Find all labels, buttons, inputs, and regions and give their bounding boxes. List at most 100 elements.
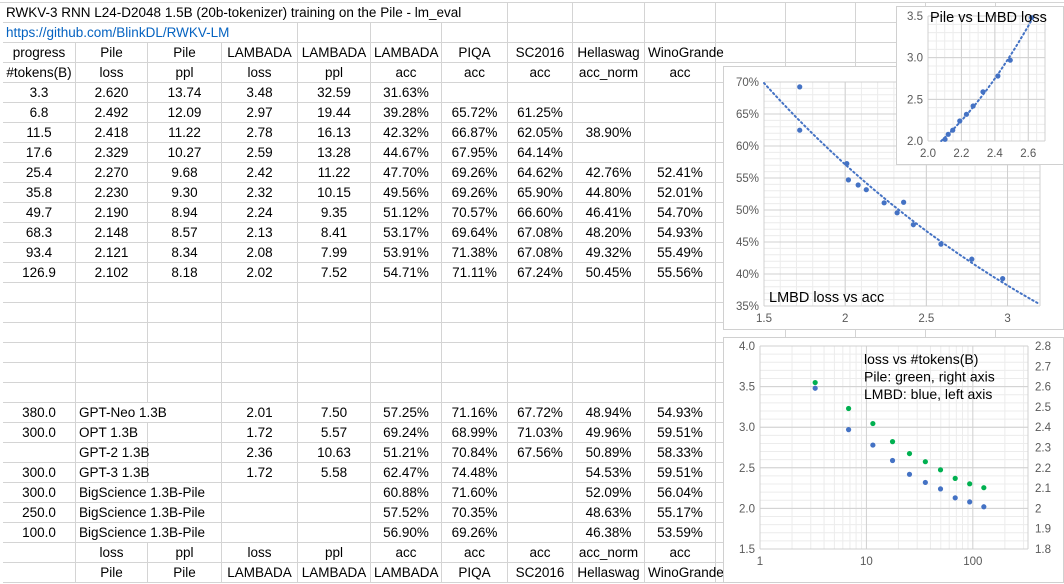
cell[interactable]: 67.08% bbox=[508, 223, 573, 243]
cell[interactable]: 25.4 bbox=[3, 163, 76, 183]
cell[interactable]: 69.26% bbox=[442, 523, 508, 543]
cell[interactable] bbox=[508, 463, 573, 483]
cell[interactable]: acc_norm bbox=[573, 543, 645, 563]
cell[interactable]: 9.30 bbox=[148, 183, 222, 203]
cell[interactable] bbox=[573, 103, 645, 123]
cell[interactable]: acc bbox=[371, 63, 442, 83]
cell[interactable]: 2.329 bbox=[76, 143, 148, 163]
cell[interactable] bbox=[645, 343, 716, 363]
data-point[interactable] bbox=[938, 241, 944, 247]
cell[interactable] bbox=[645, 143, 716, 163]
cell[interactable] bbox=[371, 303, 442, 323]
data-point[interactable] bbox=[952, 475, 958, 481]
cell[interactable] bbox=[573, 343, 645, 363]
cell[interactable]: 10.15 bbox=[298, 183, 371, 203]
cell[interactable] bbox=[508, 503, 573, 523]
cell[interactable] bbox=[573, 323, 645, 343]
cell[interactable]: PIQA bbox=[442, 563, 508, 583]
cell[interactable] bbox=[645, 283, 716, 303]
cell[interactable]: 54.53% bbox=[573, 463, 645, 483]
cell[interactable] bbox=[442, 303, 508, 323]
cell[interactable]: 53.59% bbox=[645, 523, 716, 543]
cell[interactable]: 64.14% bbox=[508, 143, 573, 163]
cell[interactable]: 54.71% bbox=[371, 263, 442, 283]
cell[interactable] bbox=[645, 303, 716, 323]
cell[interactable]: 2.418 bbox=[76, 123, 148, 143]
cell[interactable]: 47.70% bbox=[371, 163, 442, 183]
cell[interactable]: 2.42 bbox=[222, 163, 298, 183]
cell[interactable] bbox=[716, 3, 786, 23]
cell[interactable] bbox=[508, 523, 573, 543]
cell[interactable] bbox=[442, 363, 508, 383]
cell[interactable]: 2.270 bbox=[76, 163, 148, 183]
data-point[interactable] bbox=[937, 486, 944, 492]
cell[interactable] bbox=[3, 323, 76, 343]
cell[interactable] bbox=[645, 363, 716, 383]
cell[interactable]: 51.12% bbox=[371, 203, 442, 223]
data-point[interactable] bbox=[906, 471, 913, 477]
cell[interactable] bbox=[298, 303, 371, 323]
cell[interactable] bbox=[508, 283, 573, 303]
cell[interactable]: loss bbox=[222, 543, 298, 563]
cell[interactable]: 380.0 bbox=[3, 403, 76, 423]
cell[interactable]: LAMBADA bbox=[298, 43, 371, 63]
cell[interactable] bbox=[371, 23, 442, 43]
cell[interactable] bbox=[298, 523, 371, 543]
cell[interactable] bbox=[508, 303, 573, 323]
data-point[interactable] bbox=[945, 131, 951, 137]
cell[interactable]: acc bbox=[508, 63, 573, 83]
cell[interactable] bbox=[76, 363, 148, 383]
cell[interactable]: 56.90% bbox=[371, 523, 442, 543]
cell[interactable] bbox=[508, 323, 573, 343]
cell[interactable]: 2.230 bbox=[76, 183, 148, 203]
cell[interactable]: acc bbox=[645, 543, 716, 563]
cell[interactable]: 69.24% bbox=[371, 423, 442, 443]
cell[interactable] bbox=[222, 303, 298, 323]
data-point[interactable] bbox=[910, 222, 916, 228]
cell[interactable]: 11.5 bbox=[3, 123, 76, 143]
data-point[interactable] bbox=[922, 459, 928, 465]
cell[interactable]: Pile bbox=[148, 563, 222, 583]
cell[interactable]: acc_norm bbox=[573, 63, 645, 83]
cell[interactable] bbox=[148, 423, 222, 443]
cell[interactable]: 74.48% bbox=[442, 463, 508, 483]
cell[interactable]: 3.48 bbox=[222, 83, 298, 103]
cell[interactable]: LAMBADA bbox=[222, 563, 298, 583]
model-name-cell[interactable]: GPT-3 1.3B bbox=[76, 463, 150, 483]
cell[interactable]: 5.57 bbox=[298, 423, 371, 443]
cell[interactable]: 1.72 bbox=[222, 463, 298, 483]
cell[interactable]: WinoGrande bbox=[645, 563, 724, 583]
data-point[interactable] bbox=[967, 481, 973, 487]
cell[interactable]: Pile bbox=[76, 43, 148, 63]
cell[interactable]: 2.24 bbox=[222, 203, 298, 223]
cell[interactable]: 9.35 bbox=[298, 203, 371, 223]
data-point[interactable] bbox=[937, 467, 944, 473]
data-point[interactable] bbox=[1000, 276, 1006, 282]
cell[interactable] bbox=[508, 23, 573, 43]
data-point[interactable] bbox=[889, 439, 896, 445]
data-point[interactable] bbox=[844, 161, 850, 167]
cell[interactable] bbox=[645, 103, 716, 123]
cell[interactable]: 53.91% bbox=[371, 243, 442, 263]
data-point[interactable] bbox=[797, 127, 803, 133]
cell[interactable]: acc bbox=[442, 63, 508, 83]
cell[interactable]: 54.70% bbox=[645, 203, 716, 223]
cell[interactable]: 93.4 bbox=[3, 243, 76, 263]
cell[interactable]: 13.28 bbox=[298, 143, 371, 163]
cell[interactable]: loss bbox=[76, 63, 148, 83]
cell[interactable]: Hellaswag bbox=[573, 563, 645, 583]
cell[interactable] bbox=[3, 303, 76, 323]
data-point[interactable] bbox=[845, 427, 852, 433]
cell[interactable]: SC2016 bbox=[508, 563, 573, 583]
cell[interactable]: 7.52 bbox=[298, 263, 371, 283]
sheet-title[interactable]: RWKV-3 RNN L24-D2048 1.5B (20b-tokenizer… bbox=[3, 3, 508, 23]
cell[interactable]: Hellaswag bbox=[573, 43, 645, 63]
cell[interactable]: 62.47% bbox=[371, 463, 442, 483]
cell[interactable]: SC2016 bbox=[508, 43, 573, 63]
data-point[interactable] bbox=[906, 450, 913, 457]
cell[interactable]: 65.72% bbox=[442, 103, 508, 123]
cell[interactable]: 44.80% bbox=[573, 183, 645, 203]
cell[interactable] bbox=[148, 323, 222, 343]
cell[interactable]: 32.59 bbox=[298, 83, 371, 103]
cell[interactable]: 2.02 bbox=[222, 263, 298, 283]
